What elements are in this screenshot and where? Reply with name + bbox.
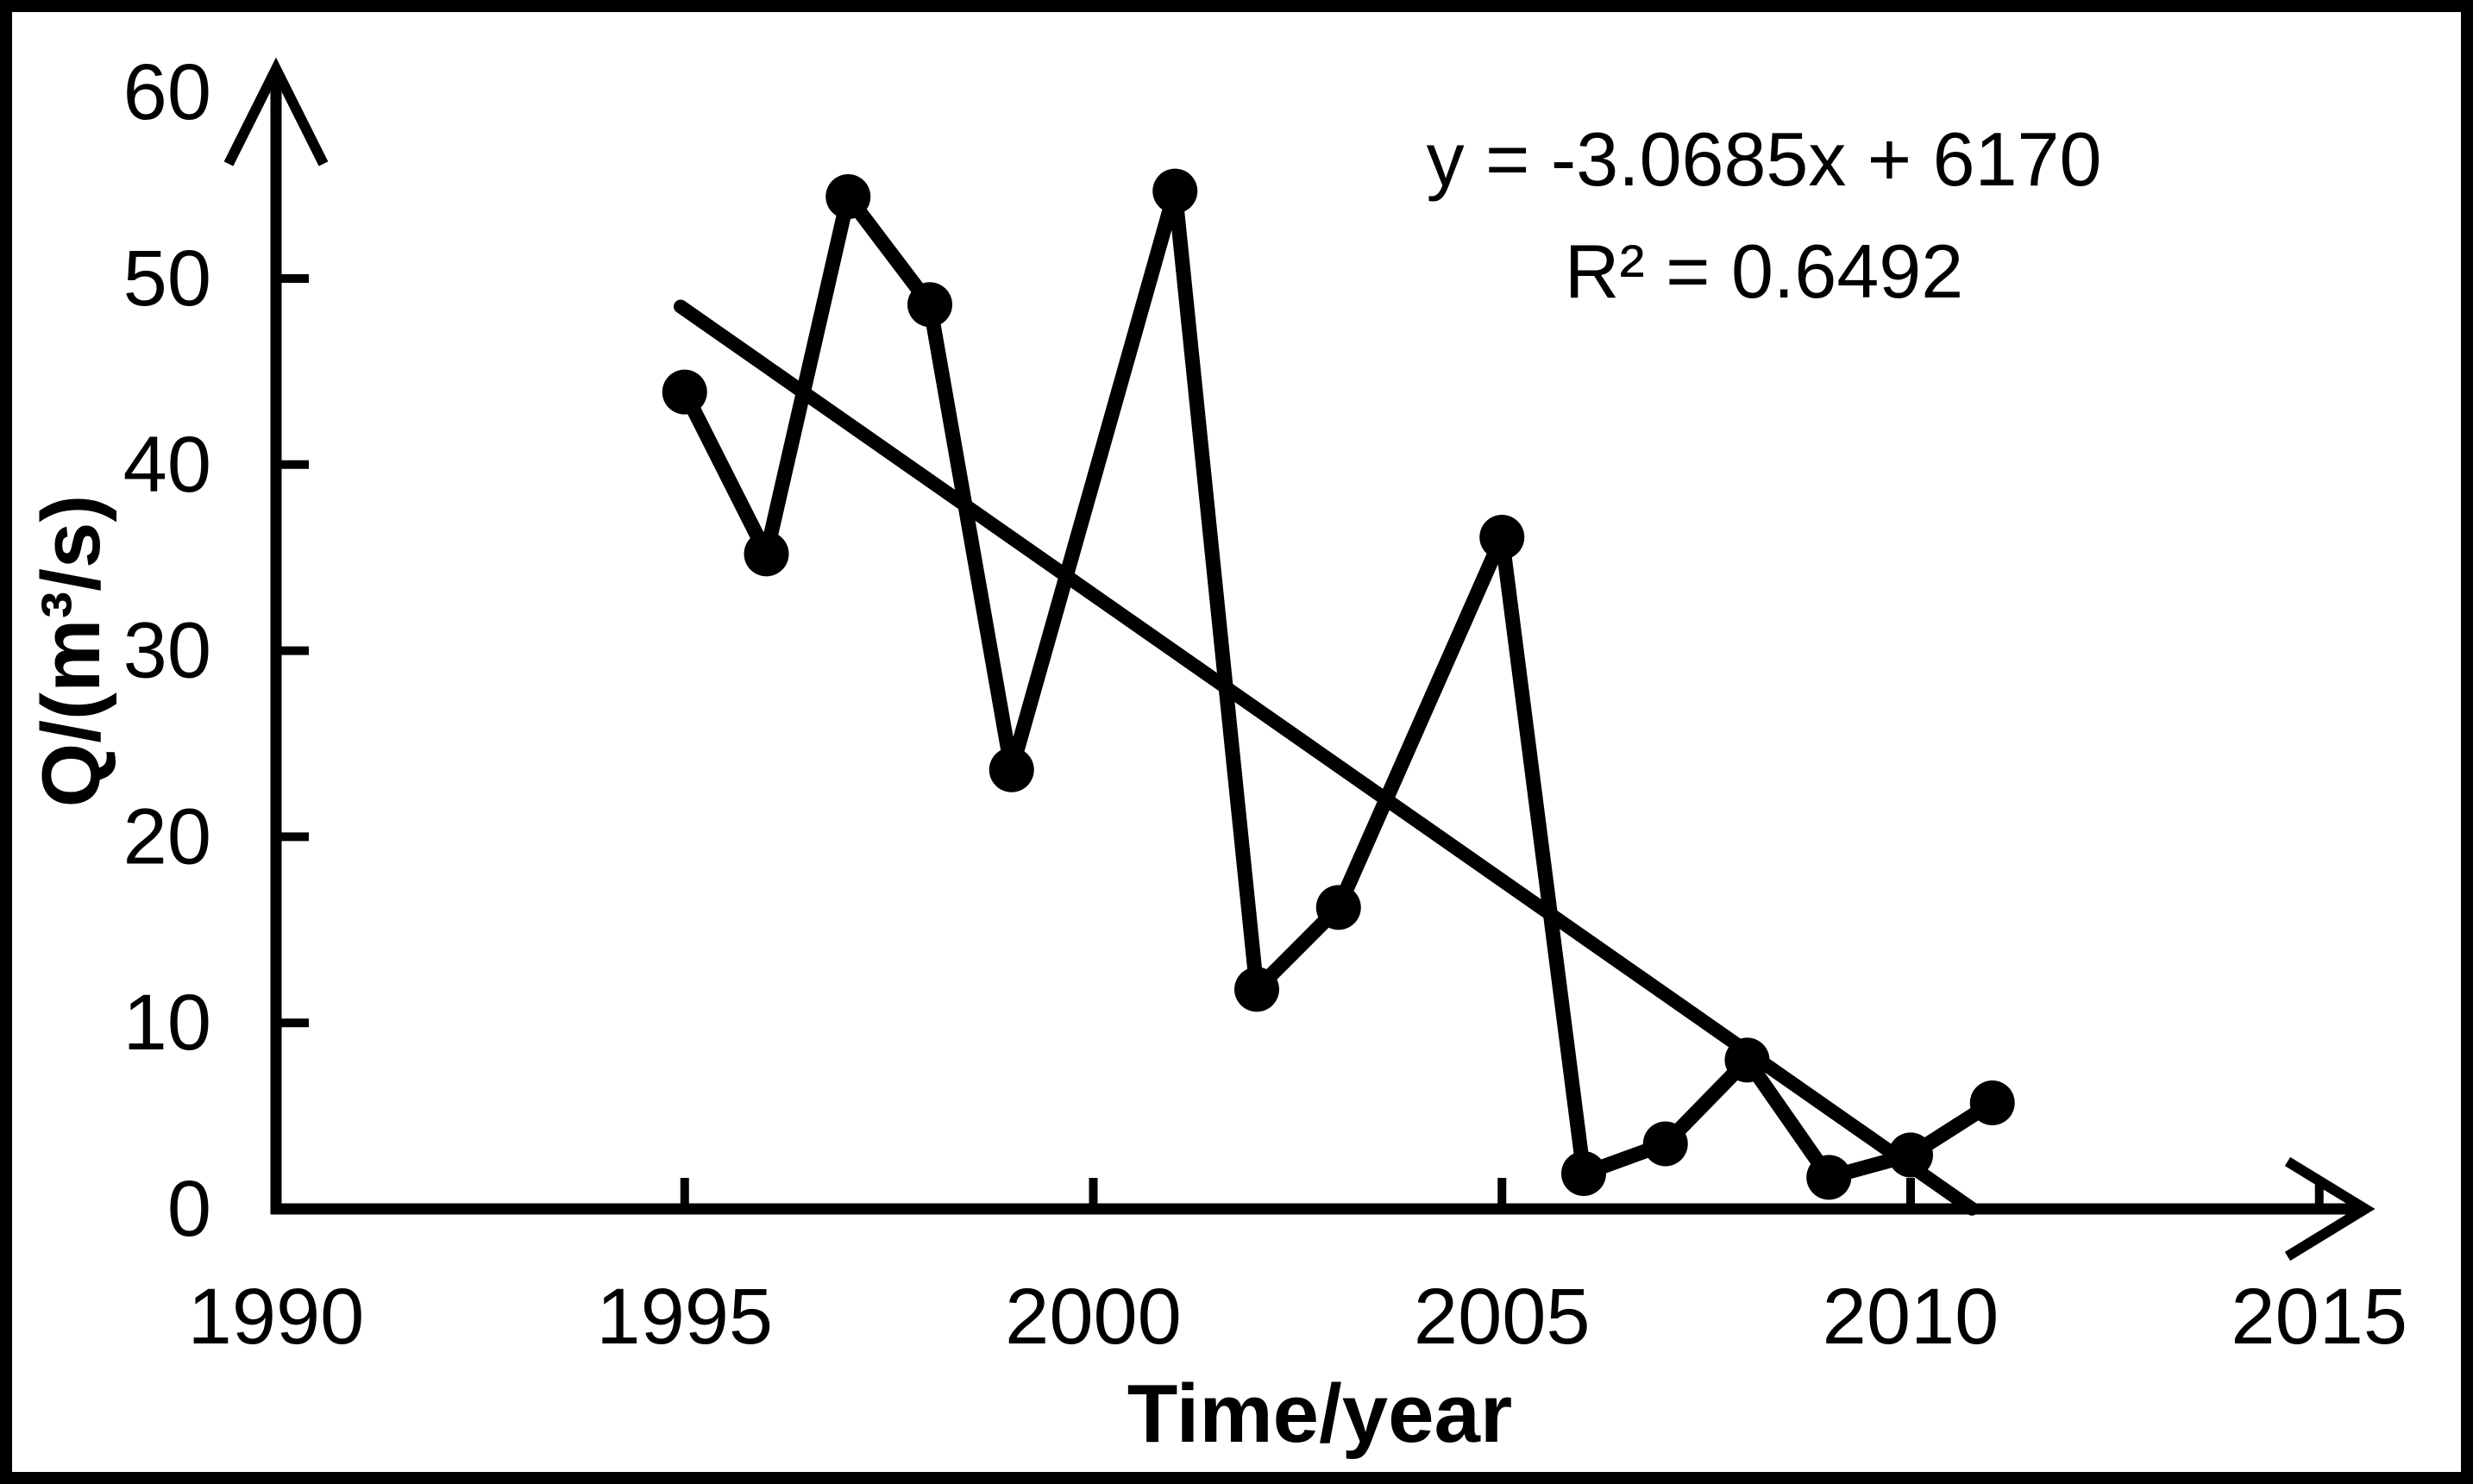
x-axis-arrow-icon: [2284, 1156, 2376, 1262]
data-point-marker: [1234, 967, 1279, 1012]
y-axis-title: Q/(m³/s): [25, 495, 117, 808]
data-point-marker: [1806, 1155, 1852, 1200]
y-tick-label: 0: [167, 1165, 211, 1253]
y-tick-label: 30: [123, 607, 211, 695]
trendline-group: [674, 299, 1980, 1216]
tick-labels-group: 1990 1995 2000 2005 2010 2015 0 10 20 30 40 50 60: [123, 48, 2407, 1361]
trendline-r2-label: R² = 0.6492: [1565, 229, 1963, 314]
data-point-marker: [1561, 1150, 1606, 1196]
data-point-marker: [1642, 1121, 1688, 1167]
y-tick-label: 10: [123, 979, 211, 1067]
x-tick-label: 2000: [1005, 1273, 1182, 1361]
y-tick-label: 50: [123, 235, 211, 322]
data-series-group: [662, 168, 2015, 1200]
y-tick-label: 40: [123, 421, 211, 509]
axes-group: [223, 57, 2376, 1262]
trend-line: [674, 299, 1980, 1216]
x-tick-label: 1990: [188, 1273, 365, 1361]
data-point-marker: [1315, 885, 1361, 930]
data-point-marker: [1152, 168, 1198, 214]
y-axis-arrow-icon: [223, 57, 329, 166]
data-point-marker: [825, 174, 871, 220]
data-point-marker: [662, 369, 707, 415]
x-tick-label: 2010: [1823, 1273, 1999, 1361]
data-point-marker: [989, 747, 1034, 792]
x-tick-label: 2005: [1414, 1273, 1591, 1361]
data-point-marker: [744, 531, 789, 577]
data-point-marker: [907, 282, 952, 328]
series-line: [678, 184, 1997, 1185]
x-axis-title: Time/year: [1127, 1368, 1513, 1460]
ticks-group: [276, 274, 2324, 1209]
data-point-marker: [1969, 1080, 2015, 1125]
x-tick-label: 2015: [2231, 1273, 2407, 1361]
trendline-equation-label: y = -3.0685x + 6170: [1427, 116, 2102, 202]
y-tick-label: 60: [123, 48, 211, 136]
data-point-marker: [1888, 1132, 1933, 1178]
data-point-marker: [1724, 1037, 1770, 1083]
y-tick-label: 20: [123, 792, 211, 880]
data-point-marker: [1479, 514, 1525, 560]
x-tick-label: 1995: [596, 1273, 773, 1361]
